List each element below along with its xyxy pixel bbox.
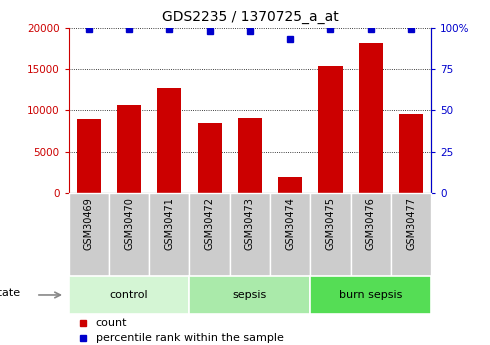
Text: GSM30477: GSM30477 xyxy=(406,197,416,250)
Title: GDS2235 / 1370725_a_at: GDS2235 / 1370725_a_at xyxy=(162,10,338,24)
Bar xyxy=(149,193,190,276)
Bar xyxy=(69,193,109,276)
Bar xyxy=(351,193,391,276)
Text: disease state: disease state xyxy=(0,288,20,298)
Text: GSM30469: GSM30469 xyxy=(84,197,94,250)
Text: GSM30474: GSM30474 xyxy=(285,197,295,250)
Text: sepsis: sepsis xyxy=(233,290,267,300)
Bar xyxy=(399,114,423,193)
Bar xyxy=(270,193,310,276)
Text: GSM30475: GSM30475 xyxy=(325,197,336,250)
Bar xyxy=(318,66,343,193)
Text: GSM30472: GSM30472 xyxy=(205,197,215,250)
Text: percentile rank within the sample: percentile rank within the sample xyxy=(96,333,284,343)
Text: count: count xyxy=(96,318,127,328)
Bar xyxy=(230,193,270,276)
Bar xyxy=(76,119,101,193)
Bar xyxy=(278,177,302,193)
Bar xyxy=(359,43,383,193)
Text: control: control xyxy=(110,290,148,300)
Bar xyxy=(190,193,230,276)
Bar xyxy=(391,193,431,276)
Text: GSM30473: GSM30473 xyxy=(245,197,255,250)
Text: burn sepsis: burn sepsis xyxy=(339,290,402,300)
Bar xyxy=(109,193,149,276)
Bar xyxy=(197,123,221,193)
Bar xyxy=(238,118,262,193)
Bar xyxy=(157,88,181,193)
Text: GSM30470: GSM30470 xyxy=(124,197,134,250)
Bar xyxy=(117,105,141,193)
Bar xyxy=(310,193,351,276)
Bar xyxy=(69,276,190,314)
Text: GSM30476: GSM30476 xyxy=(366,197,376,250)
Bar xyxy=(310,276,431,314)
Bar xyxy=(190,276,310,314)
Text: GSM30471: GSM30471 xyxy=(164,197,174,250)
